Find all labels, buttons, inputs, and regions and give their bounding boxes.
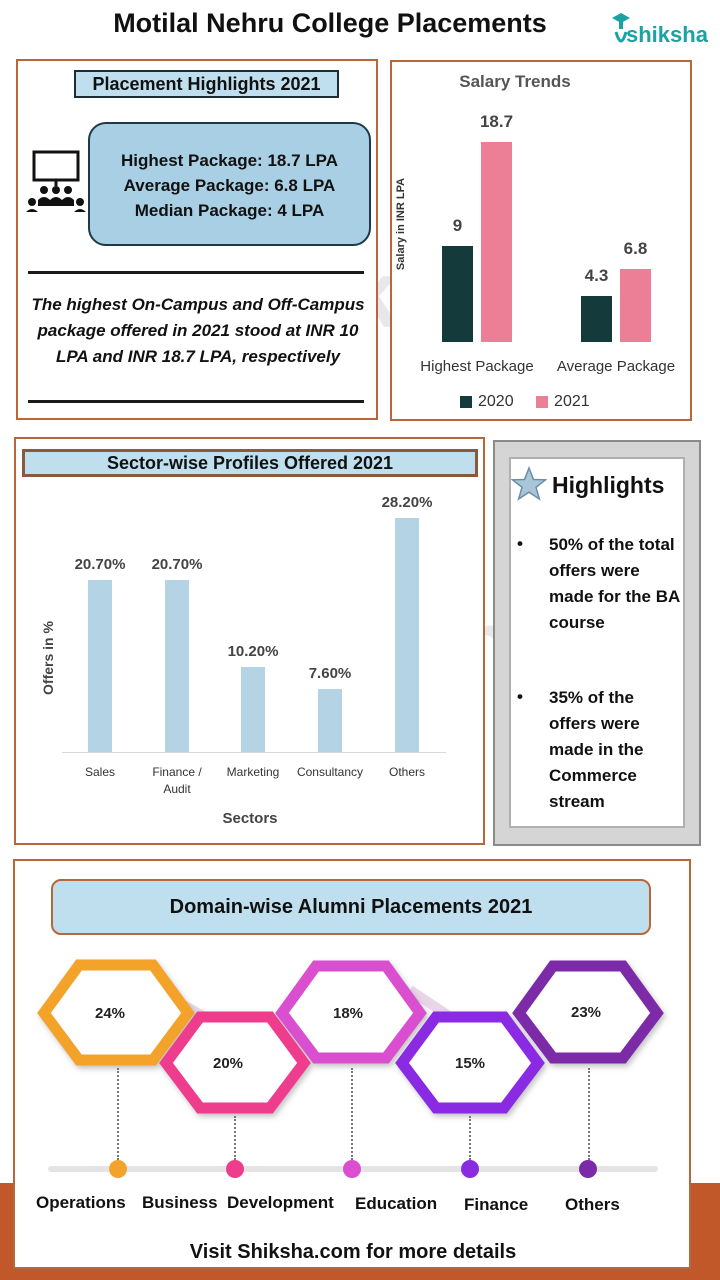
sector-chart-title: Sector-wise Profiles Offered 2021 <box>22 449 478 477</box>
bullet: • <box>517 687 523 706</box>
connector <box>234 1116 236 1160</box>
connector <box>117 1068 119 1160</box>
highlights-inner <box>509 457 685 828</box>
average-package: Average Package: 6.8 LPA <box>123 176 336 195</box>
package-summary-box: Highest Package: 18.7 LPA Average Packag… <box>88 122 371 246</box>
connector <box>588 1068 590 1160</box>
graduation-cap-icon <box>612 13 630 43</box>
domain-label-business-development: Business Development <box>142 1193 334 1212</box>
legend-label: 2021 <box>554 393 590 410</box>
hexagon-education <box>275 960 427 1064</box>
hexagon-others <box>512 960 664 1064</box>
domain-label-finance: Finance <box>464 1195 529 1214</box>
placement-highlights-title: Placement Highlights 2021 <box>74 70 339 98</box>
logo-text: shiksha <box>626 22 708 47</box>
divider <box>28 400 364 403</box>
divider <box>28 271 364 274</box>
hexagon-finance <box>395 1011 545 1114</box>
hexagon-business-development <box>159 1011 311 1114</box>
domain-label-operations: Operations <box>36 1193 126 1212</box>
timeline-dot <box>226 1160 244 1178</box>
domain-title: Domain-wise Alumni Placements 2021 <box>51 879 651 935</box>
legend-label: 2020 <box>478 393 514 410</box>
timeline-dot <box>109 1160 127 1178</box>
timeline-dot <box>461 1160 479 1178</box>
shiksha-logo[interactable]: shiksha <box>606 8 716 52</box>
domain-pct-others: 23% <box>570 1004 602 1021</box>
legend-swatch <box>460 395 472 408</box>
domain-label-others: Others <box>565 1195 620 1214</box>
domain-pct-education: 18% <box>332 1005 364 1022</box>
legend-item-2021: 2021 <box>536 393 590 411</box>
highlights-title: Highlights <box>552 472 665 498</box>
highlight-item: 35% of the offers were made in the Comme… <box>549 688 644 811</box>
placement-note: The highest On-Campus and Off-Campus pac… <box>31 295 365 366</box>
salary-chart-legend: 2020 2021 <box>460 393 608 411</box>
highest-package: Highest Package: 18.7 LPA <box>121 151 338 170</box>
footer-link[interactable]: Visit Shiksha.com for more details <box>189 1241 517 1263</box>
timeline-dot <box>579 1160 597 1178</box>
domain-label-education: Education <box>355 1194 438 1213</box>
highlight-item: 50% of the total offers were made for th… <box>549 535 680 632</box>
sector-chart-xlabel: Sectors <box>222 810 278 827</box>
page-title: Motilal Nehru College Placements <box>113 8 547 38</box>
bullet: • <box>517 534 523 553</box>
star-icon <box>511 466 547 501</box>
legend-item-2020: 2020 <box>460 393 514 411</box>
median-package: Median Package: 4 LPA <box>134 201 325 220</box>
connector <box>469 1116 471 1160</box>
domain-pct-operations: 24% <box>94 1005 126 1022</box>
domain-pct-finance: 15% <box>454 1055 486 1072</box>
connector <box>351 1068 353 1160</box>
domain-pct-business-development: 20% <box>212 1055 244 1072</box>
legend-swatch <box>536 395 549 408</box>
timeline-dot <box>343 1160 361 1178</box>
presentation-audience-icon <box>26 150 86 212</box>
salary-trends-panel <box>390 60 692 421</box>
hexagon-operations <box>37 959 195 1066</box>
salary-chart-title: Salary Trends <box>459 72 571 91</box>
